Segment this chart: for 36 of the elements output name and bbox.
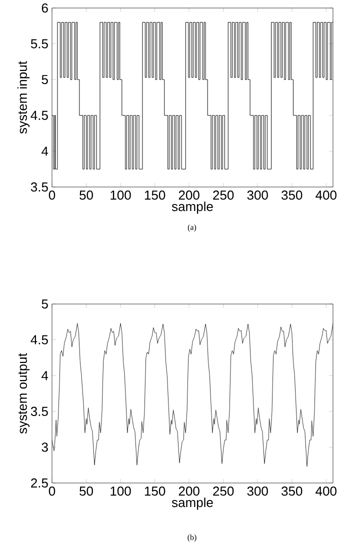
y-tick-label: 5.5 bbox=[30, 39, 48, 48]
y-axis-title: system output bbox=[18, 353, 30, 434]
x-tick-label: 300 bbox=[247, 190, 268, 200]
y-tick-label: 5 bbox=[42, 299, 48, 309]
x-tick-label: 250 bbox=[213, 486, 234, 496]
x-tick-label: 400 bbox=[316, 486, 336, 496]
x-tick-label: 200 bbox=[178, 486, 200, 496]
x-tick-label: 350 bbox=[282, 486, 302, 496]
y-tick-label: 4 bbox=[42, 146, 48, 156]
y-tick-label: 3.5 bbox=[30, 406, 48, 416]
x-tick-label: 300 bbox=[247, 486, 268, 496]
y-tick-label: 4.5 bbox=[30, 110, 48, 120]
x-tick-label: 0 bbox=[48, 190, 56, 200]
x-tick-label: 250 bbox=[213, 190, 234, 200]
x-tick-label: 50 bbox=[80, 486, 93, 496]
x-tick-label: 100 bbox=[110, 190, 131, 200]
text: (b) bbox=[188, 534, 196, 542]
x-axis-title: sample bbox=[172, 498, 213, 510]
x-axis-title: sample bbox=[172, 202, 213, 214]
text: (a) bbox=[188, 224, 196, 232]
x-tick-label: 0 bbox=[48, 486, 56, 496]
y-axis-title: system input bbox=[17, 61, 30, 134]
x-tick-label: 100 bbox=[110, 486, 131, 496]
x-tick-label: 150 bbox=[144, 190, 166, 200]
y-tick-label: 6 bbox=[42, 3, 48, 13]
x-tick-label: 150 bbox=[144, 486, 166, 496]
x-tick-label: 350 bbox=[282, 190, 302, 200]
y-tick-label: 2.5 bbox=[31, 478, 48, 488]
y-tick-label: 3.5 bbox=[30, 182, 48, 192]
x-tick-label: 400 bbox=[316, 190, 336, 200]
y-tick-label: 5 bbox=[42, 75, 48, 84]
y-tick-label: 3 bbox=[42, 442, 48, 452]
x-tick-label: 50 bbox=[80, 190, 93, 200]
x-tick-label: 200 bbox=[178, 190, 200, 200]
y-tick-label: 4.5 bbox=[30, 335, 48, 344]
y-tick-label: 4 bbox=[42, 371, 48, 380]
